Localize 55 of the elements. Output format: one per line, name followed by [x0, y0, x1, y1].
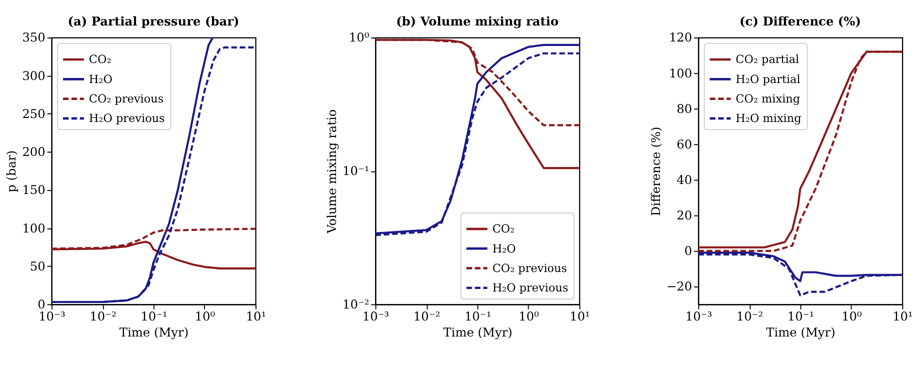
x-tick-label: 10¹	[892, 310, 913, 324]
y-tick-label: −20	[666, 280, 692, 294]
x-tick-label: 10¹	[570, 310, 590, 324]
legend-label: H₂O	[492, 242, 516, 256]
y-tick-label: 100	[22, 221, 46, 236]
x-tick-label: 10⁻²	[736, 310, 764, 324]
x-tick-label: 10⁰	[194, 310, 216, 324]
legend-label: CO₂ previous	[492, 262, 568, 275]
legend-label: H₂O previous	[88, 112, 166, 126]
chart-title: (a) Partial pressure (bar)	[68, 14, 240, 28]
y-tick-label: 40	[676, 172, 692, 187]
chart-title: (c) Difference (%)	[740, 14, 861, 28]
legend-label: CO₂	[492, 222, 515, 236]
y-tick-label: 0	[38, 297, 46, 312]
x-tick-label: 10⁰	[842, 310, 862, 324]
x-tick-label: 10⁻³	[362, 310, 390, 324]
x-axis-title: Time (Myr)	[119, 326, 189, 340]
legend-label: CO₂ partial	[736, 53, 800, 66]
legend-label: H₂O	[88, 72, 112, 86]
x-tick-label: 10⁻³	[685, 310, 712, 324]
y-tick-label: 10⁻¹	[342, 164, 370, 178]
legend-label: H₂O partial	[736, 72, 801, 86]
y-tick-label: 10⁰	[348, 30, 370, 45]
y-tick-label: 120	[668, 30, 692, 45]
y-tick-label: 100	[668, 66, 692, 80]
legend-label: CO₂ mixing	[736, 92, 800, 106]
x-tick-label: 10¹	[246, 310, 266, 324]
y-axis-title: Volume mixing ratio	[324, 109, 339, 234]
x-tick-label: 10⁻¹	[464, 310, 492, 324]
x-tick-label: 10⁻³	[38, 310, 66, 324]
y-tick-label: 10⁻²	[342, 297, 370, 312]
y-axis-title: p (bar)	[4, 150, 19, 192]
x-tick-label: 10⁻¹	[787, 310, 814, 324]
x-axis-title: Time (Myr)	[443, 326, 512, 340]
legend-label: CO₂	[88, 53, 112, 66]
x-tick-label: 10⁻²	[90, 310, 116, 324]
x-tick-label: 10⁻²	[413, 310, 440, 324]
y-tick-label: 300	[22, 68, 46, 83]
x-tick-label: 10⁰	[518, 310, 540, 324]
legend-label: H₂O mixing	[736, 112, 802, 126]
y-tick-label: 60	[676, 137, 692, 152]
y-tick-label: 200	[22, 145, 46, 160]
y-tick-label: 50	[30, 259, 46, 274]
x-axis-title: Time (Myr)	[766, 326, 836, 340]
y-tick-label: 150	[22, 183, 46, 198]
y-tick-label: 80	[676, 102, 692, 116]
x-tick-label: 10⁻¹	[140, 310, 168, 324]
chart-title: (b) Volume mixing ratio	[396, 14, 559, 28]
legend-label: H₂O previous	[492, 282, 568, 295]
legend-label: CO₂ previous	[88, 92, 164, 106]
y-tick-label: 0	[684, 244, 692, 258]
y-tick-label: 20	[676, 208, 692, 223]
y-tick-label: 350	[22, 30, 46, 45]
y-axis-title: Difference (%)	[648, 126, 663, 216]
y-tick-label: 250	[22, 106, 46, 121]
